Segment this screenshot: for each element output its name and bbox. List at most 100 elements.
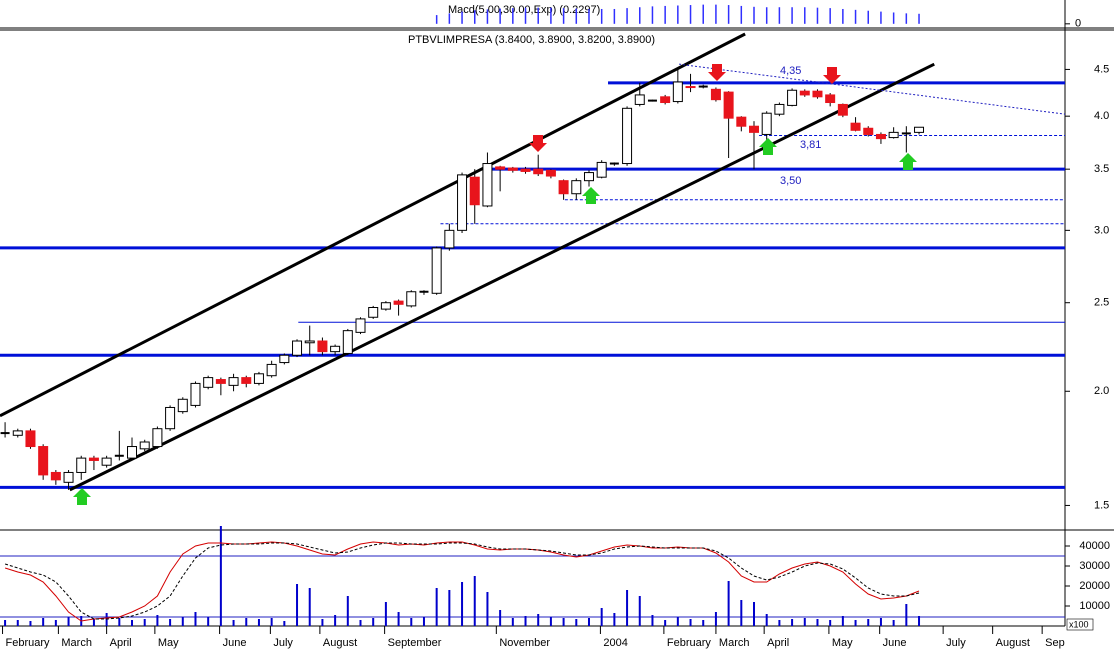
- x-tick-label: March: [719, 637, 750, 649]
- candle-body: [444, 229, 455, 249]
- volume-bar: [92, 619, 95, 626]
- volume-bar: [765, 614, 768, 626]
- macd-bar: [499, 8, 501, 24]
- buy-arrow: [582, 187, 600, 204]
- volume-bar: [67, 617, 70, 626]
- candle-body: [152, 428, 163, 448]
- unit-box: [1066, 618, 1094, 631]
- candle-body: [571, 180, 582, 195]
- candle-body: [622, 107, 633, 165]
- candle-body: [76, 457, 87, 473]
- macd-bar: [677, 5, 679, 24]
- volume-bar: [207, 617, 210, 626]
- volume-bar: [714, 612, 717, 626]
- candle-body: [495, 166, 506, 170]
- candle-body: [761, 112, 772, 135]
- volume-bar: [16, 620, 19, 626]
- trend-line: [679, 63, 1066, 115]
- volume-bar: [486, 592, 489, 626]
- volume-bar: [334, 615, 337, 626]
- candle-body: [469, 176, 480, 206]
- volume-bar: [219, 526, 222, 626]
- volume-bar: [42, 618, 45, 626]
- macd-bar: [804, 7, 806, 24]
- candle-body: [393, 300, 404, 305]
- candle-body: [431, 247, 442, 294]
- x-tick-label: June: [883, 637, 907, 649]
- volume-bar: [270, 618, 273, 626]
- macd-bar: [626, 8, 628, 24]
- x-tick-label: February: [667, 637, 712, 649]
- annotation: 4,35: [780, 65, 801, 77]
- x-tick-label: September: [388, 637, 442, 649]
- volume-bar: [854, 620, 857, 626]
- candle-body: [228, 377, 239, 386]
- volume-bar: [892, 620, 895, 626]
- macd-bar: [448, 13, 451, 24]
- candle-body: [558, 180, 569, 195]
- volume-bar: [803, 618, 806, 626]
- macd-bar: [486, 9, 489, 24]
- macd-bar: [639, 7, 641, 24]
- volume-bar: [867, 619, 870, 626]
- candle-body: [101, 457, 112, 466]
- trend-line: [69, 62, 935, 492]
- buy-arrow: [899, 153, 917, 170]
- candle-body: [279, 354, 290, 364]
- volume-bar: [283, 621, 286, 626]
- candle-body: [203, 377, 214, 388]
- candle-body: [139, 441, 150, 450]
- macd-bar: [575, 8, 578, 24]
- candle-body: [875, 133, 886, 140]
- volume-bar: [257, 619, 260, 626]
- y-tick-label: 3.5: [1094, 163, 1109, 175]
- volume-bar: [613, 613, 616, 626]
- volume-tick-label: 30000: [1079, 560, 1110, 572]
- macd-bar: [880, 11, 882, 24]
- x-tick-label: Sep: [1045, 637, 1065, 649]
- candle-body: [914, 126, 925, 133]
- volume-bar: [549, 617, 552, 626]
- macd-bar: [867, 10, 869, 24]
- volume-bar: [448, 590, 451, 626]
- volume-bar: [689, 619, 692, 626]
- candle-body: [50, 471, 61, 481]
- candle-body: [710, 88, 721, 101]
- candle-body: [787, 89, 798, 106]
- candle-body: [266, 363, 277, 377]
- x-tick-label: April: [767, 637, 789, 649]
- candle-body: [685, 86, 696, 89]
- volume-bar: [918, 616, 921, 626]
- macd-bar: [842, 8, 844, 24]
- volume-bar: [537, 614, 540, 626]
- candle-body: [38, 446, 49, 476]
- volume-bar: [169, 619, 172, 626]
- volume-bar: [879, 618, 882, 626]
- macd-bar: [715, 4, 717, 24]
- candle-body: [660, 96, 671, 104]
- candle-body: [253, 373, 264, 384]
- macd-bar: [664, 5, 666, 24]
- macd-bar: [651, 6, 654, 24]
- signal-arrows: [73, 64, 917, 505]
- volume-tick-label: 20000: [1079, 580, 1110, 592]
- trend-line: [0, 32, 746, 418]
- volume-bar: [905, 604, 908, 626]
- volume-bar: [626, 590, 629, 626]
- x-tick-label: June: [223, 637, 247, 649]
- volume-bar: [511, 618, 514, 626]
- volume-bar: [702, 620, 705, 626]
- buy-arrow: [73, 488, 91, 505]
- candle-body: [292, 340, 303, 356]
- volume-bar: [54, 620, 57, 626]
- macd-bar: [918, 13, 920, 24]
- candle-body: [533, 168, 544, 175]
- volume-bar: [664, 620, 667, 626]
- sell-arrow: [708, 64, 726, 81]
- candle-body: [583, 172, 594, 182]
- volume-bar: [841, 616, 844, 626]
- volume-bar: [194, 612, 197, 626]
- volume-bar: [397, 612, 400, 626]
